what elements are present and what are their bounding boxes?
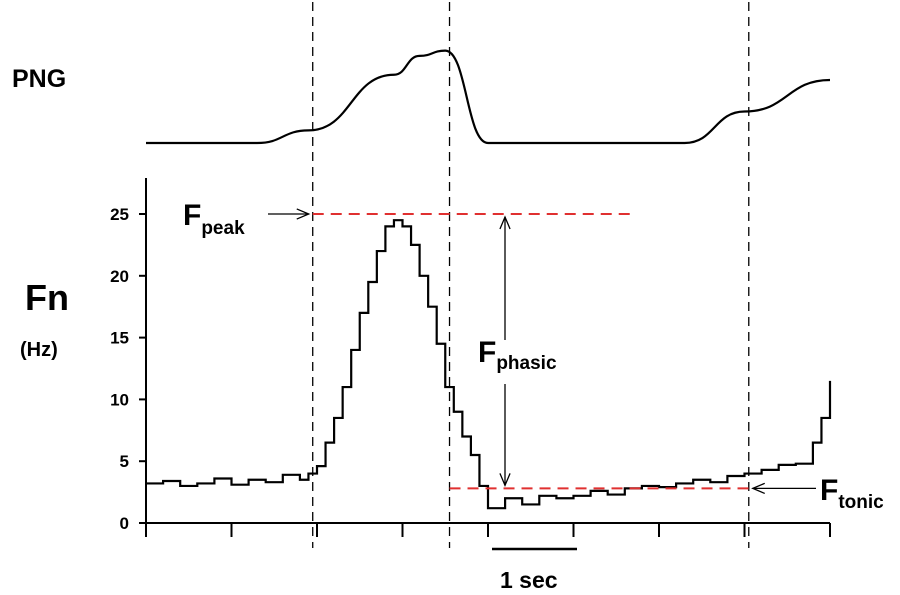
plot-area [145, 2, 832, 548]
y-tick-label: 10 [110, 390, 129, 409]
f-phasic-arrow-down-head [499, 473, 511, 488]
scale-bar-label: 1 sec [500, 567, 558, 593]
f-peak-label: Fpeak [183, 199, 245, 239]
f-tonic-arrow-head [751, 482, 766, 495]
fn-axis-label: Fn [25, 277, 69, 318]
f-phasic-label: Fphasic [478, 336, 557, 374]
fn-unit-label: (Hz) [20, 339, 58, 361]
f-peak-arrow-head [296, 208, 311, 220]
png-trace [145, 49, 831, 145]
y-tick-label: 0 [120, 514, 129, 533]
y-tick-label: 5 [120, 452, 129, 471]
x-axis [145, 522, 831, 537]
y-axis: 0 5 10 15 20 25 [110, 178, 147, 533]
y-tick-label: 20 [110, 267, 129, 286]
y-tick-label: 15 [110, 329, 129, 348]
y-tick-label: 25 [110, 205, 129, 224]
fn-trace [146, 219, 832, 510]
f-phasic-arrow-up-head [499, 215, 511, 230]
f-tonic-label: Ftonic [820, 474, 884, 513]
png-label: PNG [12, 65, 66, 93]
